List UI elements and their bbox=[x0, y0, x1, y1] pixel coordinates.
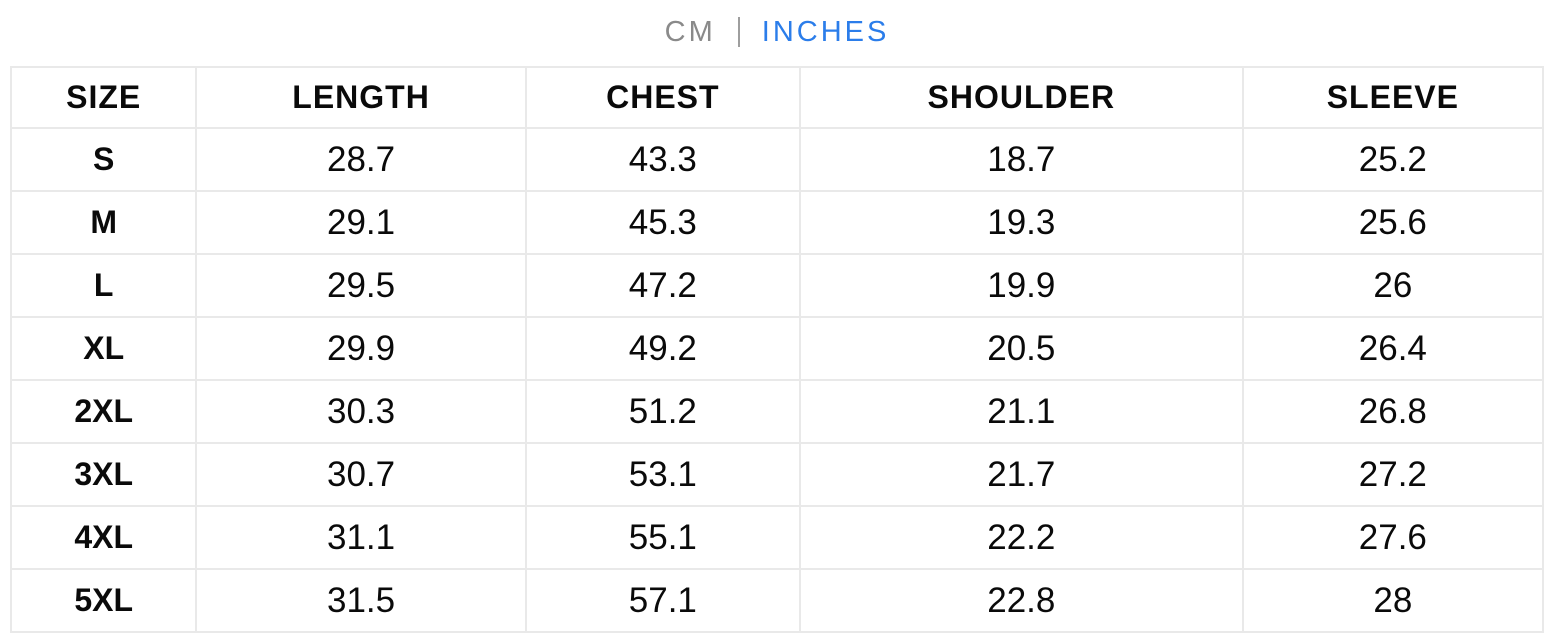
size-cell: 5XL bbox=[9, 568, 198, 633]
column-header-sleeve: SLEEVE bbox=[1241, 66, 1545, 129]
table-row: 2XL 30.3 51.2 21.1 26.8 bbox=[9, 379, 1545, 444]
table-row: S 28.7 43.3 18.7 25.2 bbox=[9, 127, 1545, 192]
inches-unit-button[interactable]: INCHES bbox=[761, 15, 890, 48]
chest-cell: 51.2 bbox=[524, 379, 801, 444]
sleeve-cell: 26.8 bbox=[1241, 379, 1545, 444]
shoulder-cell: 19.3 bbox=[798, 190, 1244, 255]
chest-cell: 49.2 bbox=[524, 316, 801, 381]
table-row: L 29.5 47.2 19.9 26 bbox=[9, 253, 1545, 318]
header-row: SIZE LENGTH CHEST SHOULDER SLEEVE bbox=[9, 66, 1545, 129]
length-cell: 30.7 bbox=[195, 442, 527, 507]
table-row: 5XL 31.5 57.1 22.8 28 bbox=[9, 568, 1545, 633]
chest-cell: 43.3 bbox=[524, 127, 801, 192]
sleeve-cell: 25.6 bbox=[1241, 190, 1545, 255]
size-chart-table: SIZE LENGTH CHEST SHOULDER SLEEVE S 28.7… bbox=[9, 66, 1545, 633]
size-cell: M bbox=[9, 190, 198, 255]
sleeve-cell: 26.4 bbox=[1241, 316, 1545, 381]
column-header-chest: CHEST bbox=[524, 66, 801, 129]
size-cell: XL bbox=[9, 316, 198, 381]
length-cell: 29.9 bbox=[195, 316, 527, 381]
chest-cell: 57.1 bbox=[524, 568, 801, 633]
size-cell: 2XL bbox=[9, 379, 198, 444]
chest-cell: 55.1 bbox=[524, 505, 801, 570]
length-cell: 28.7 bbox=[195, 127, 527, 192]
shoulder-cell: 19.9 bbox=[798, 253, 1244, 318]
unit-toggle: CM INCHES bbox=[0, 0, 1554, 62]
sleeve-cell: 28 bbox=[1241, 568, 1545, 633]
size-cell: S bbox=[9, 127, 198, 192]
table-row: 4XL 31.1 55.1 22.2 27.6 bbox=[9, 505, 1545, 570]
shoulder-cell: 21.1 bbox=[798, 379, 1244, 444]
table-row: XL 29.9 49.2 20.5 26.4 bbox=[9, 316, 1545, 381]
column-header-length: LENGTH bbox=[195, 66, 527, 129]
length-cell: 30.3 bbox=[195, 379, 527, 444]
length-cell: 31.5 bbox=[195, 568, 527, 633]
sleeve-cell: 25.2 bbox=[1241, 127, 1545, 192]
unit-toggle-divider bbox=[737, 17, 740, 47]
length-cell: 31.1 bbox=[195, 505, 527, 570]
table-row: M 29.1 45.3 19.3 25.6 bbox=[9, 190, 1545, 255]
chest-cell: 53.1 bbox=[524, 442, 801, 507]
sleeve-cell: 27.2 bbox=[1241, 442, 1545, 507]
shoulder-cell: 21.7 bbox=[798, 442, 1244, 507]
sleeve-cell: 27.6 bbox=[1241, 505, 1545, 570]
sleeve-cell: 26 bbox=[1241, 253, 1545, 318]
column-header-size: SIZE bbox=[9, 66, 198, 129]
size-cell: 3XL bbox=[9, 442, 198, 507]
size-cell: 4XL bbox=[9, 505, 198, 570]
shoulder-cell: 18.7 bbox=[798, 127, 1244, 192]
size-cell: L bbox=[9, 253, 198, 318]
cm-unit-button[interactable]: CM bbox=[664, 15, 716, 48]
length-cell: 29.1 bbox=[195, 190, 527, 255]
size-chart-container: SIZE LENGTH CHEST SHOULDER SLEEVE S 28.7… bbox=[0, 62, 1554, 633]
shoulder-cell: 22.2 bbox=[798, 505, 1244, 570]
chest-cell: 47.2 bbox=[524, 253, 801, 318]
table-row: 3XL 30.7 53.1 21.7 27.2 bbox=[9, 442, 1545, 507]
shoulder-cell: 22.8 bbox=[798, 568, 1244, 633]
column-header-shoulder: SHOULDER bbox=[798, 66, 1244, 129]
length-cell: 29.5 bbox=[195, 253, 527, 318]
shoulder-cell: 20.5 bbox=[798, 316, 1244, 381]
chest-cell: 45.3 bbox=[524, 190, 801, 255]
